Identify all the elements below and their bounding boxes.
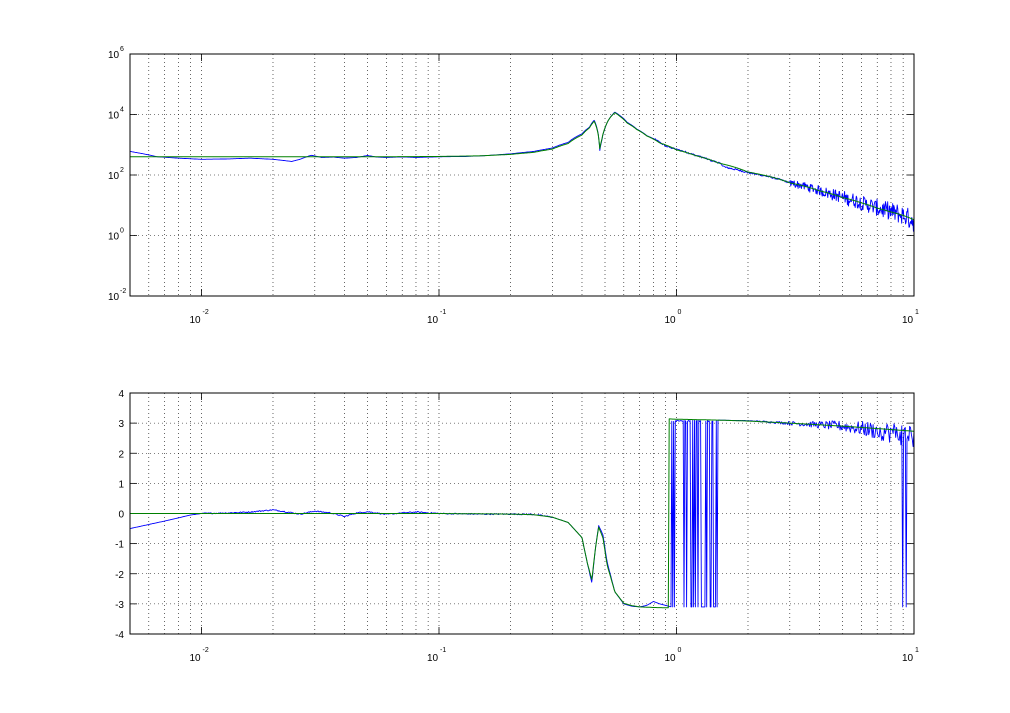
y-tick-label: 10 bbox=[108, 50, 120, 61]
axes-frame bbox=[129, 392, 915, 635]
y-tick-label: 2 bbox=[118, 449, 124, 460]
y-tick-label: -2 bbox=[115, 570, 124, 581]
x-tick-exponent: -2 bbox=[202, 647, 208, 654]
x-tick-exponent: -1 bbox=[440, 647, 446, 654]
x-tick-label: 10 bbox=[427, 653, 439, 664]
x-tick-exponent: 1 bbox=[915, 647, 919, 654]
y-tick-label: 4 bbox=[118, 389, 124, 400]
y-tick-label: -4 bbox=[115, 630, 124, 641]
y-tick-label: -3 bbox=[115, 600, 124, 611]
y-tick-label: 10 bbox=[108, 111, 120, 122]
grid bbox=[130, 54, 914, 296]
y-tick-exponent: 6 bbox=[120, 46, 124, 53]
x-tick-exponent: -2 bbox=[202, 309, 208, 316]
y-tick-label: 1 bbox=[118, 479, 124, 490]
x-tick-exponent: 0 bbox=[677, 647, 681, 654]
x-tick-label: 10 bbox=[427, 315, 439, 326]
y-tick-label: 10 bbox=[108, 171, 120, 182]
y-tick-label: 10 bbox=[108, 232, 120, 243]
y-tick-label: -1 bbox=[115, 540, 124, 551]
x-tick-label: 10 bbox=[902, 315, 914, 326]
y-tick-exponent: 4 bbox=[120, 107, 124, 114]
y-tick-exponent: 2 bbox=[120, 167, 124, 174]
y-tick-label: 10 bbox=[108, 292, 120, 303]
y-tick-exponent: 0 bbox=[120, 228, 124, 235]
axes-frame bbox=[129, 53, 915, 297]
x-tick-label: 10 bbox=[664, 315, 676, 326]
model-series-line bbox=[130, 418, 915, 609]
x-tick-label: 10 bbox=[902, 653, 914, 664]
x-tick-exponent: 0 bbox=[677, 309, 681, 316]
x-tick-exponent: -1 bbox=[440, 309, 446, 316]
y-tick-exponent: -2 bbox=[120, 288, 126, 295]
model-series-line bbox=[130, 112, 915, 221]
x-tick-exponent: 1 bbox=[915, 309, 919, 316]
x-tick-label: 10 bbox=[189, 315, 201, 326]
y-tick-label: 3 bbox=[118, 419, 124, 430]
x-tick-label: 10 bbox=[189, 653, 201, 664]
y-tick-label: 0 bbox=[118, 510, 124, 521]
x-tick-label: 10 bbox=[664, 653, 676, 664]
